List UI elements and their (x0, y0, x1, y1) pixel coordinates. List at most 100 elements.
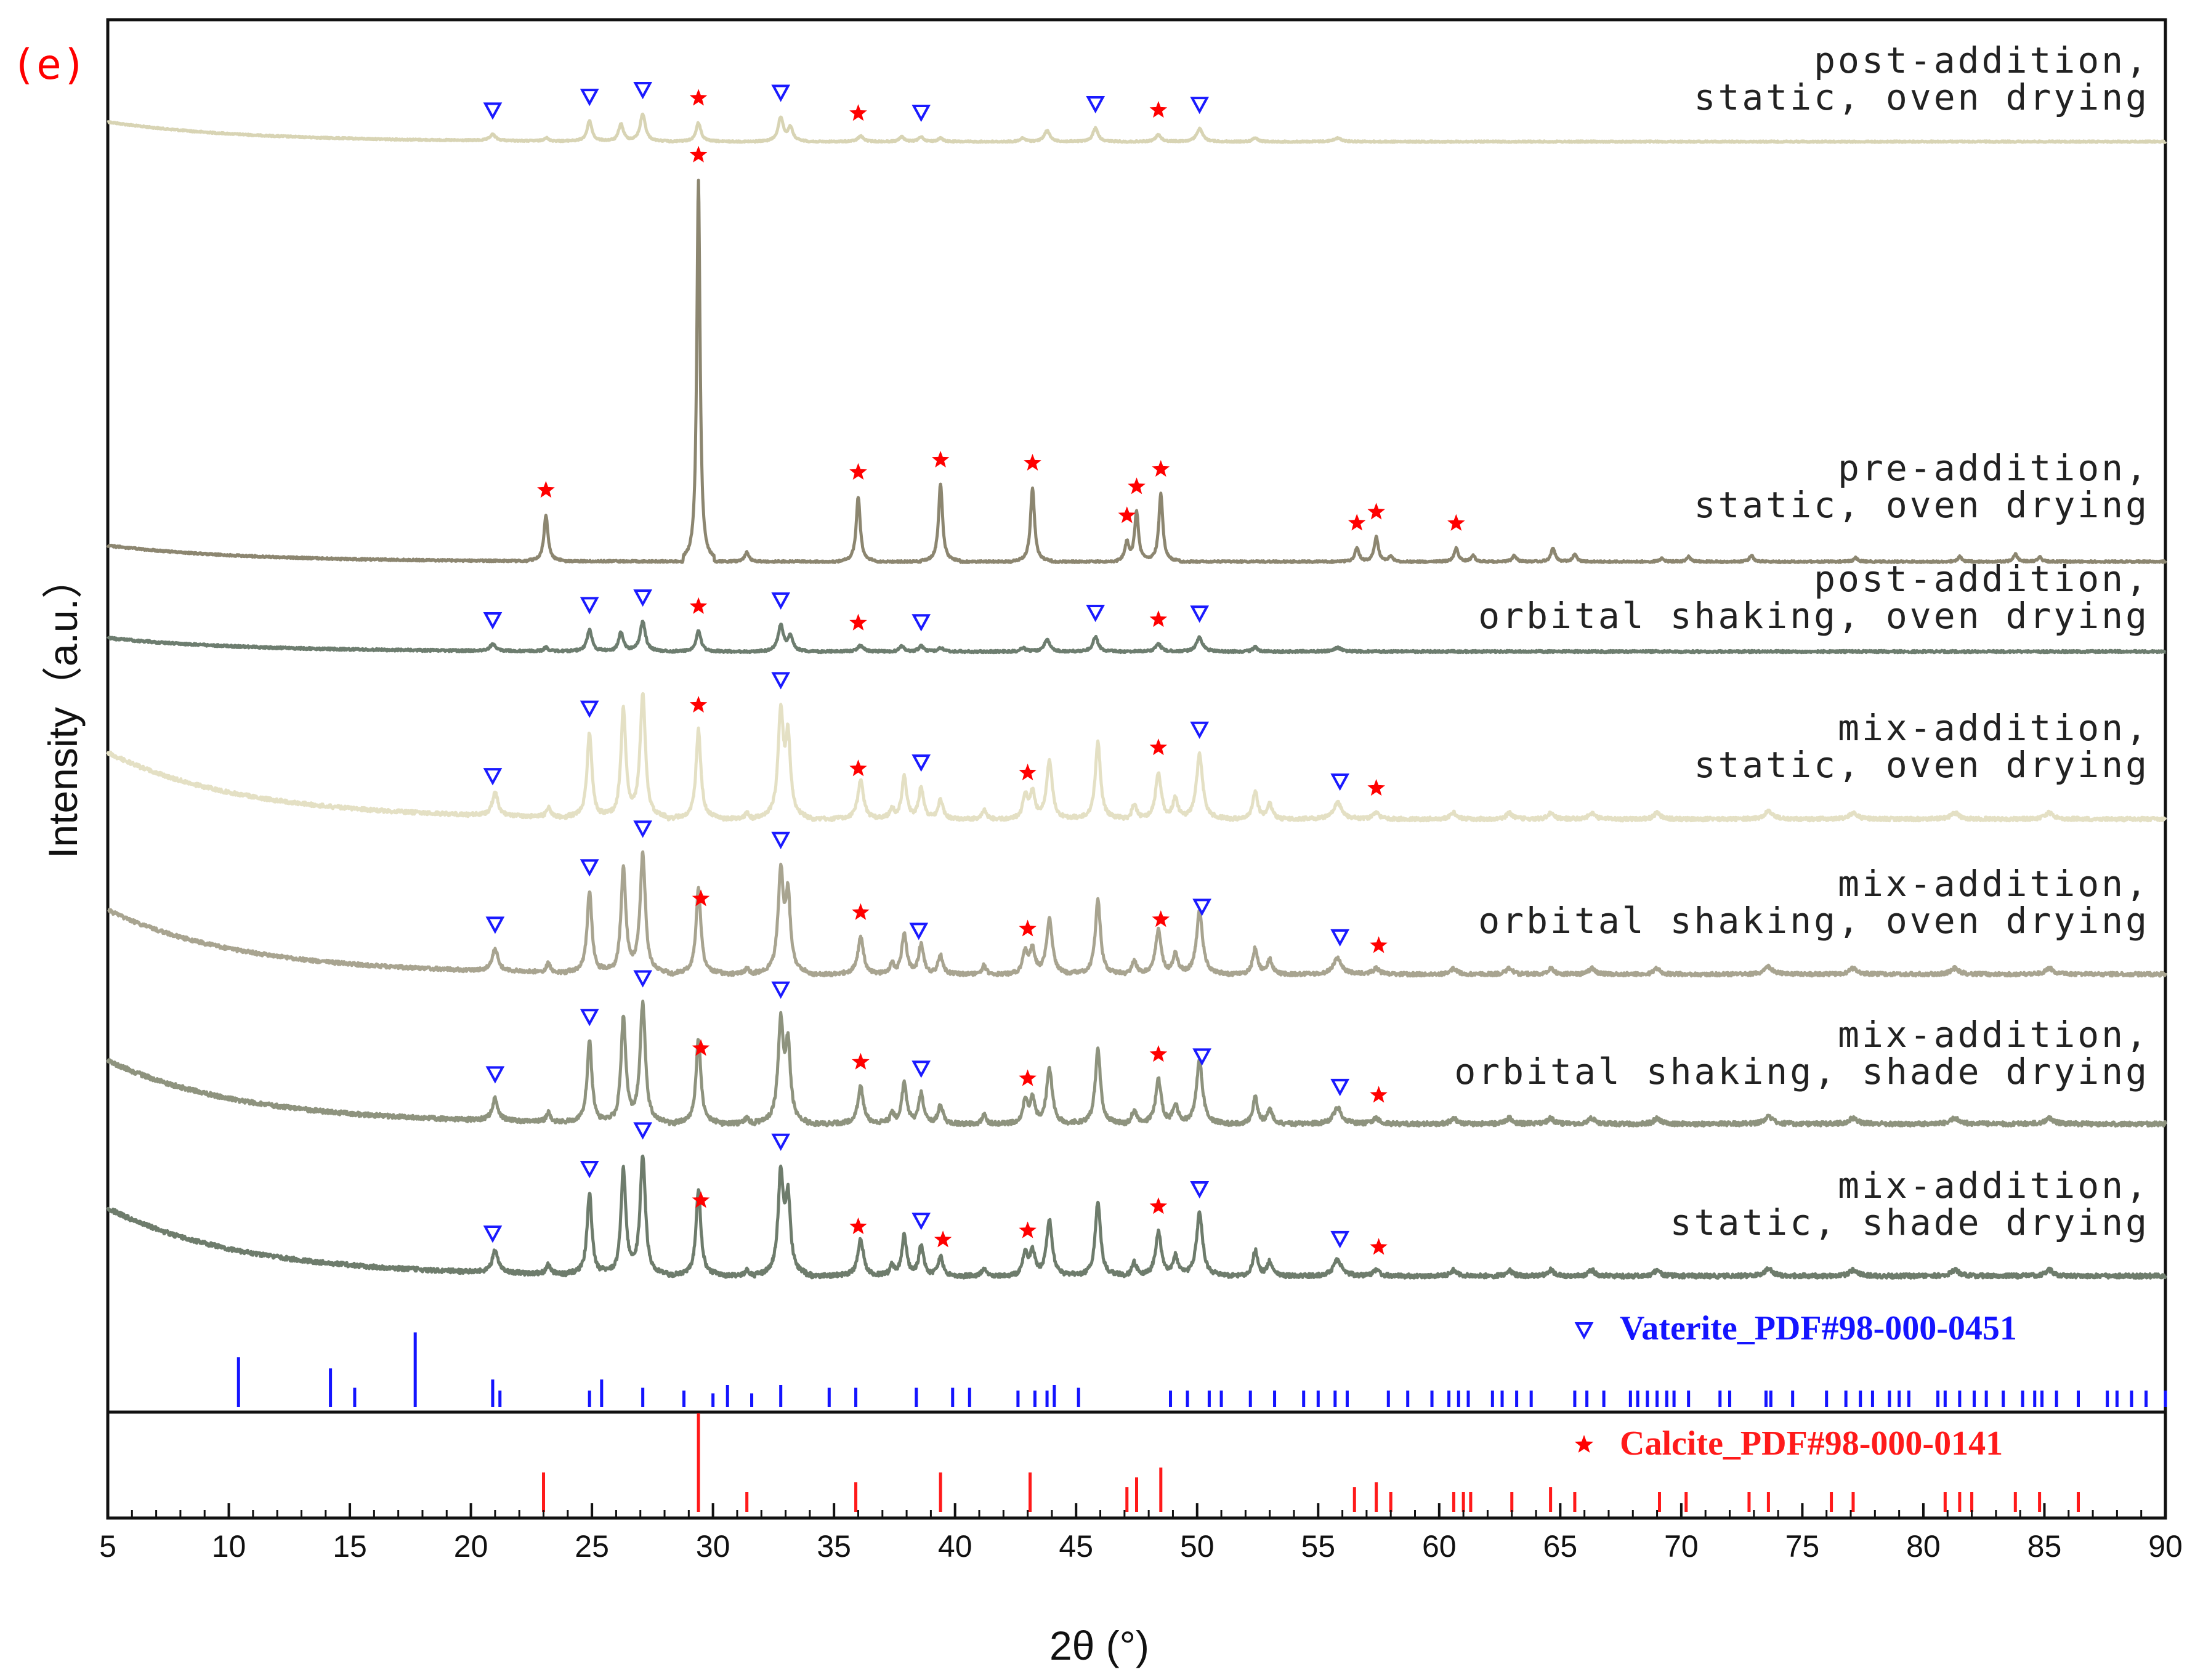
calcite-marker (1149, 738, 1168, 756)
trace-labels: post-addition,static, oven dryingpre-add… (1454, 39, 2149, 1243)
vaterite-marker (485, 916, 505, 934)
vaterite-marker (580, 1009, 599, 1027)
x-tick-label: 55 (1301, 1529, 1335, 1564)
trace-label-line1: mix-addition, (1838, 1165, 2149, 1206)
vaterite-marker (1190, 721, 1210, 739)
vaterite-marker (633, 1122, 653, 1140)
vaterite-marker (912, 614, 931, 632)
calcite-marker (1370, 1086, 1388, 1103)
vaterite-marker (1330, 929, 1350, 947)
calcite-marker (1019, 1221, 1037, 1238)
calcite-marker (1152, 460, 1170, 477)
calcite-marker (1348, 514, 1366, 531)
vaterite-marker (1190, 97, 1210, 115)
calcite-marker (849, 1217, 867, 1234)
x-tick-label: 85 (2027, 1529, 2062, 1564)
calcite-marker (931, 451, 950, 468)
vaterite-marker (1330, 773, 1350, 791)
calcite-marker (934, 1230, 952, 1248)
x-tick-label: 40 (938, 1529, 972, 1564)
phase-markers (483, 81, 1465, 1255)
x-tick-label: 60 (1422, 1529, 1457, 1564)
calcite-marker (1367, 779, 1385, 796)
x-tick-label: 15 (333, 1529, 367, 1564)
x-tick-label: 90 (2148, 1529, 2183, 1564)
calcite-marker (689, 696, 708, 713)
calcite-marker (692, 889, 710, 907)
vaterite-marker (912, 104, 931, 123)
vaterite-marker (580, 1161, 599, 1179)
calcite-marker (1024, 454, 1041, 471)
calcite-marker (849, 104, 867, 121)
calcite-marker (692, 1191, 710, 1208)
x-tick-label: 65 (1543, 1529, 1578, 1564)
vaterite-marker (485, 1066, 505, 1084)
trace-label-line1: pre-addition, (1838, 447, 2149, 489)
x-tick-label: 25 (575, 1529, 609, 1564)
x-axis-title: 2θ (°) (1049, 1623, 1149, 1668)
calcite-marker (689, 145, 708, 163)
trace-label-line1: mix-addition, (1838, 863, 2149, 905)
vaterite-marker (633, 970, 653, 988)
x-tick-label: 5 (99, 1529, 116, 1564)
vaterite-marker (483, 768, 503, 786)
calcite-marker (1370, 936, 1388, 953)
reference-legend: Vaterite_PDF#98-000-0451 Calcite_PDF#98-0… (1574, 1309, 2017, 1463)
vaterite-marker (580, 700, 599, 718)
vaterite-marker (483, 1226, 503, 1243)
vaterite-marker (771, 1133, 791, 1151)
xrd-trace-mix-addition-orbital-shaking-oven-drying (107, 850, 2167, 978)
calcite-marker (1019, 1069, 1037, 1086)
trace-label-line2: static, oven drying (1694, 76, 2149, 118)
trace-label-line2: static, shade drying (1670, 1201, 2149, 1243)
trace-label-line1: post-addition, (1814, 39, 2149, 81)
vaterite-marker (771, 672, 791, 690)
vaterite-marker (771, 592, 791, 610)
calcite-marker (849, 613, 867, 631)
x-tick-label: 75 (1785, 1529, 1820, 1564)
calcite-marker (1149, 1045, 1168, 1062)
calcite-marker (1367, 503, 1385, 520)
calcite-marker (1149, 610, 1168, 628)
trace-label-line2: static, oven drying (1694, 484, 2149, 526)
calcite-marker (1149, 1197, 1168, 1214)
calcite-marker (689, 89, 708, 106)
trace-label-line1: mix-addition, (1838, 707, 2149, 749)
xrd-trace-post-addition-orbital-shaking-oven-drying (106, 620, 2167, 655)
calcite-legend-marker (1574, 1435, 1594, 1453)
x-tick-label: 30 (696, 1529, 730, 1564)
calcite-marker (849, 759, 867, 777)
x-tick-label: 10 (212, 1529, 246, 1564)
reference-sticks (236, 1332, 2167, 1512)
trace-label-line2: orbital shaking, oven drying (1478, 595, 2149, 637)
vaterite-marker (1086, 604, 1106, 623)
vaterite-marker (771, 84, 791, 102)
vaterite-marker (1190, 1181, 1210, 1199)
x-tick-label: 20 (454, 1529, 488, 1564)
calcite-marker (1370, 1238, 1388, 1255)
calcite-marker (1128, 477, 1146, 495)
xrd-trace-pre-addition-static-oven-drying (106, 179, 2167, 564)
calcite-marker (1118, 506, 1136, 523)
xrd-trace-mix-addition-static-oven-drying (106, 692, 2167, 823)
vaterite-marker (580, 89, 599, 107)
calcite-marker (1149, 101, 1168, 118)
vaterite-marker (912, 1213, 931, 1230)
vaterite-marker (909, 923, 929, 940)
trace-label-line1: post-addition, (1814, 558, 2149, 600)
vaterite-marker (633, 81, 653, 100)
calcite-marker (849, 462, 867, 480)
y-axis-title: Intensity（a.u.） (40, 558, 86, 858)
vaterite-marker (1086, 95, 1106, 114)
calcite-marker (1019, 919, 1037, 937)
trace-label-line2: orbital shaking, shade drying (1454, 1051, 2149, 1092)
vaterite-marker (580, 597, 599, 615)
reference-legend-label: Vaterite_PDF#98-000-0451 (1620, 1309, 2017, 1347)
calcite-marker (537, 481, 555, 498)
x-tick-label: 45 (1059, 1529, 1093, 1564)
vaterite-marker (633, 820, 653, 838)
calcite-marker (692, 1039, 710, 1056)
trace-label-line2: orbital shaking, oven drying (1478, 900, 2149, 942)
calcite-marker (852, 903, 870, 920)
